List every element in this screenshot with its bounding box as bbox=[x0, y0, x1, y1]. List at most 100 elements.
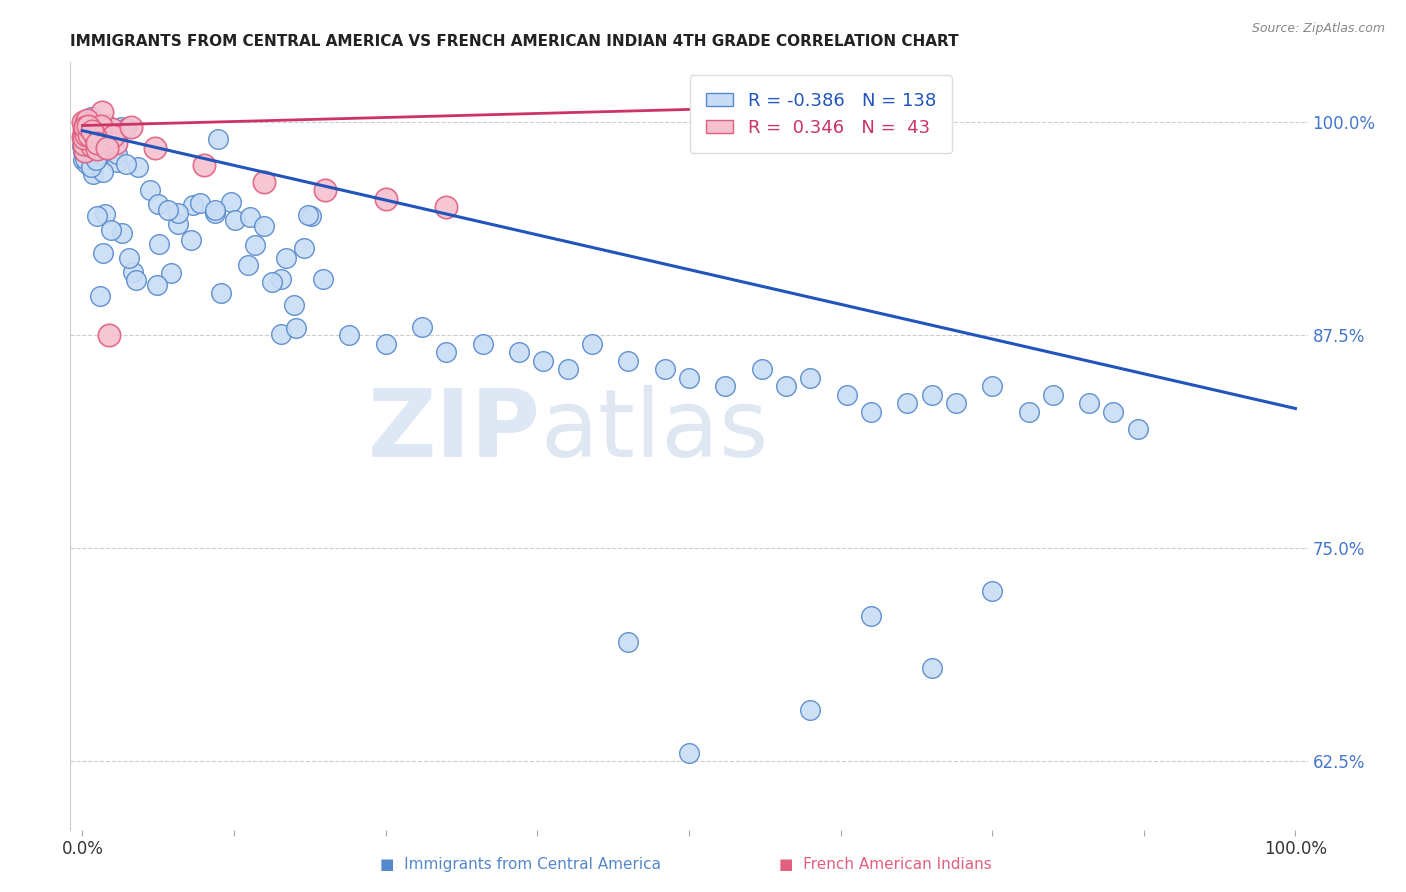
Point bbox=[89, 127, 111, 141]
Point bbox=[981, 379, 1004, 393]
Point bbox=[297, 208, 319, 222]
Point bbox=[714, 379, 737, 393]
Point bbox=[73, 137, 96, 152]
Point bbox=[89, 121, 111, 136]
Point bbox=[94, 207, 117, 221]
Point bbox=[90, 128, 112, 143]
Legend: R = -0.386   N = 138, R =  0.346   N =  43: R = -0.386 N = 138, R = 0.346 N = 43 bbox=[690, 75, 952, 153]
Point bbox=[82, 142, 104, 156]
Point bbox=[253, 175, 276, 189]
Point bbox=[79, 145, 101, 160]
Point bbox=[209, 285, 232, 300]
Point bbox=[239, 210, 262, 224]
Point bbox=[90, 119, 112, 133]
Point bbox=[167, 217, 190, 231]
Point bbox=[314, 183, 336, 197]
Point bbox=[73, 117, 96, 131]
Point bbox=[127, 160, 149, 174]
Point bbox=[75, 120, 97, 135]
Point bbox=[79, 161, 101, 175]
Point bbox=[253, 219, 276, 233]
Point bbox=[160, 266, 183, 280]
Point bbox=[91, 136, 114, 150]
Point bbox=[72, 124, 94, 138]
Point bbox=[148, 196, 170, 211]
Point bbox=[72, 129, 94, 144]
Point bbox=[166, 206, 188, 220]
Point bbox=[654, 362, 676, 376]
Point bbox=[921, 660, 943, 674]
Point bbox=[89, 136, 111, 151]
Point bbox=[105, 136, 128, 150]
Point bbox=[83, 133, 105, 147]
Point bbox=[105, 147, 128, 161]
Point bbox=[284, 320, 307, 334]
Point bbox=[93, 137, 115, 152]
Point bbox=[678, 746, 700, 760]
Point bbox=[75, 145, 97, 159]
Point bbox=[75, 127, 97, 141]
Point bbox=[84, 136, 107, 150]
Point bbox=[72, 138, 94, 153]
Point bbox=[262, 275, 284, 289]
Point bbox=[96, 141, 118, 155]
Point bbox=[79, 121, 101, 136]
Point bbox=[581, 336, 603, 351]
Point bbox=[80, 143, 103, 157]
Point bbox=[72, 115, 94, 129]
Point bbox=[243, 238, 266, 252]
Point bbox=[80, 138, 103, 153]
Point bbox=[72, 153, 94, 167]
Text: atlas: atlas bbox=[540, 384, 769, 476]
Point bbox=[93, 120, 115, 134]
Point bbox=[115, 121, 138, 136]
Point bbox=[79, 128, 101, 142]
Point bbox=[73, 121, 96, 136]
Point bbox=[180, 233, 202, 247]
Point bbox=[82, 167, 104, 181]
Point bbox=[775, 379, 797, 393]
Point bbox=[337, 328, 360, 343]
Point bbox=[111, 226, 134, 240]
Point bbox=[79, 136, 101, 150]
Point bbox=[617, 635, 640, 649]
Point bbox=[80, 157, 103, 171]
Point bbox=[204, 206, 226, 220]
Point bbox=[83, 135, 105, 149]
Point bbox=[120, 120, 142, 135]
Point bbox=[73, 120, 96, 135]
Point bbox=[98, 127, 121, 141]
Text: Source: ZipAtlas.com: Source: ZipAtlas.com bbox=[1251, 22, 1385, 36]
Point bbox=[94, 118, 117, 132]
Point bbox=[118, 252, 141, 266]
Point bbox=[89, 147, 111, 161]
Point bbox=[101, 128, 124, 143]
Point bbox=[374, 192, 396, 206]
Point bbox=[100, 222, 122, 236]
Point bbox=[411, 319, 433, 334]
Point bbox=[799, 371, 821, 385]
Point bbox=[125, 273, 148, 287]
Point bbox=[82, 148, 104, 162]
Point bbox=[204, 202, 226, 217]
Point bbox=[270, 326, 292, 341]
Point bbox=[193, 158, 215, 172]
Point bbox=[82, 123, 104, 137]
Point bbox=[921, 388, 943, 402]
Point bbox=[77, 131, 100, 145]
Point bbox=[312, 272, 335, 286]
Point bbox=[283, 298, 305, 312]
Point bbox=[188, 196, 211, 211]
Point bbox=[79, 145, 101, 160]
Point bbox=[73, 130, 96, 145]
Point bbox=[80, 128, 103, 143]
Point bbox=[82, 144, 104, 158]
Point bbox=[83, 128, 105, 143]
Point bbox=[86, 153, 108, 168]
Point bbox=[75, 128, 97, 143]
Point bbox=[270, 271, 292, 285]
Point bbox=[156, 203, 179, 218]
Point bbox=[299, 209, 322, 223]
Point bbox=[1018, 405, 1040, 419]
Point bbox=[91, 245, 114, 260]
